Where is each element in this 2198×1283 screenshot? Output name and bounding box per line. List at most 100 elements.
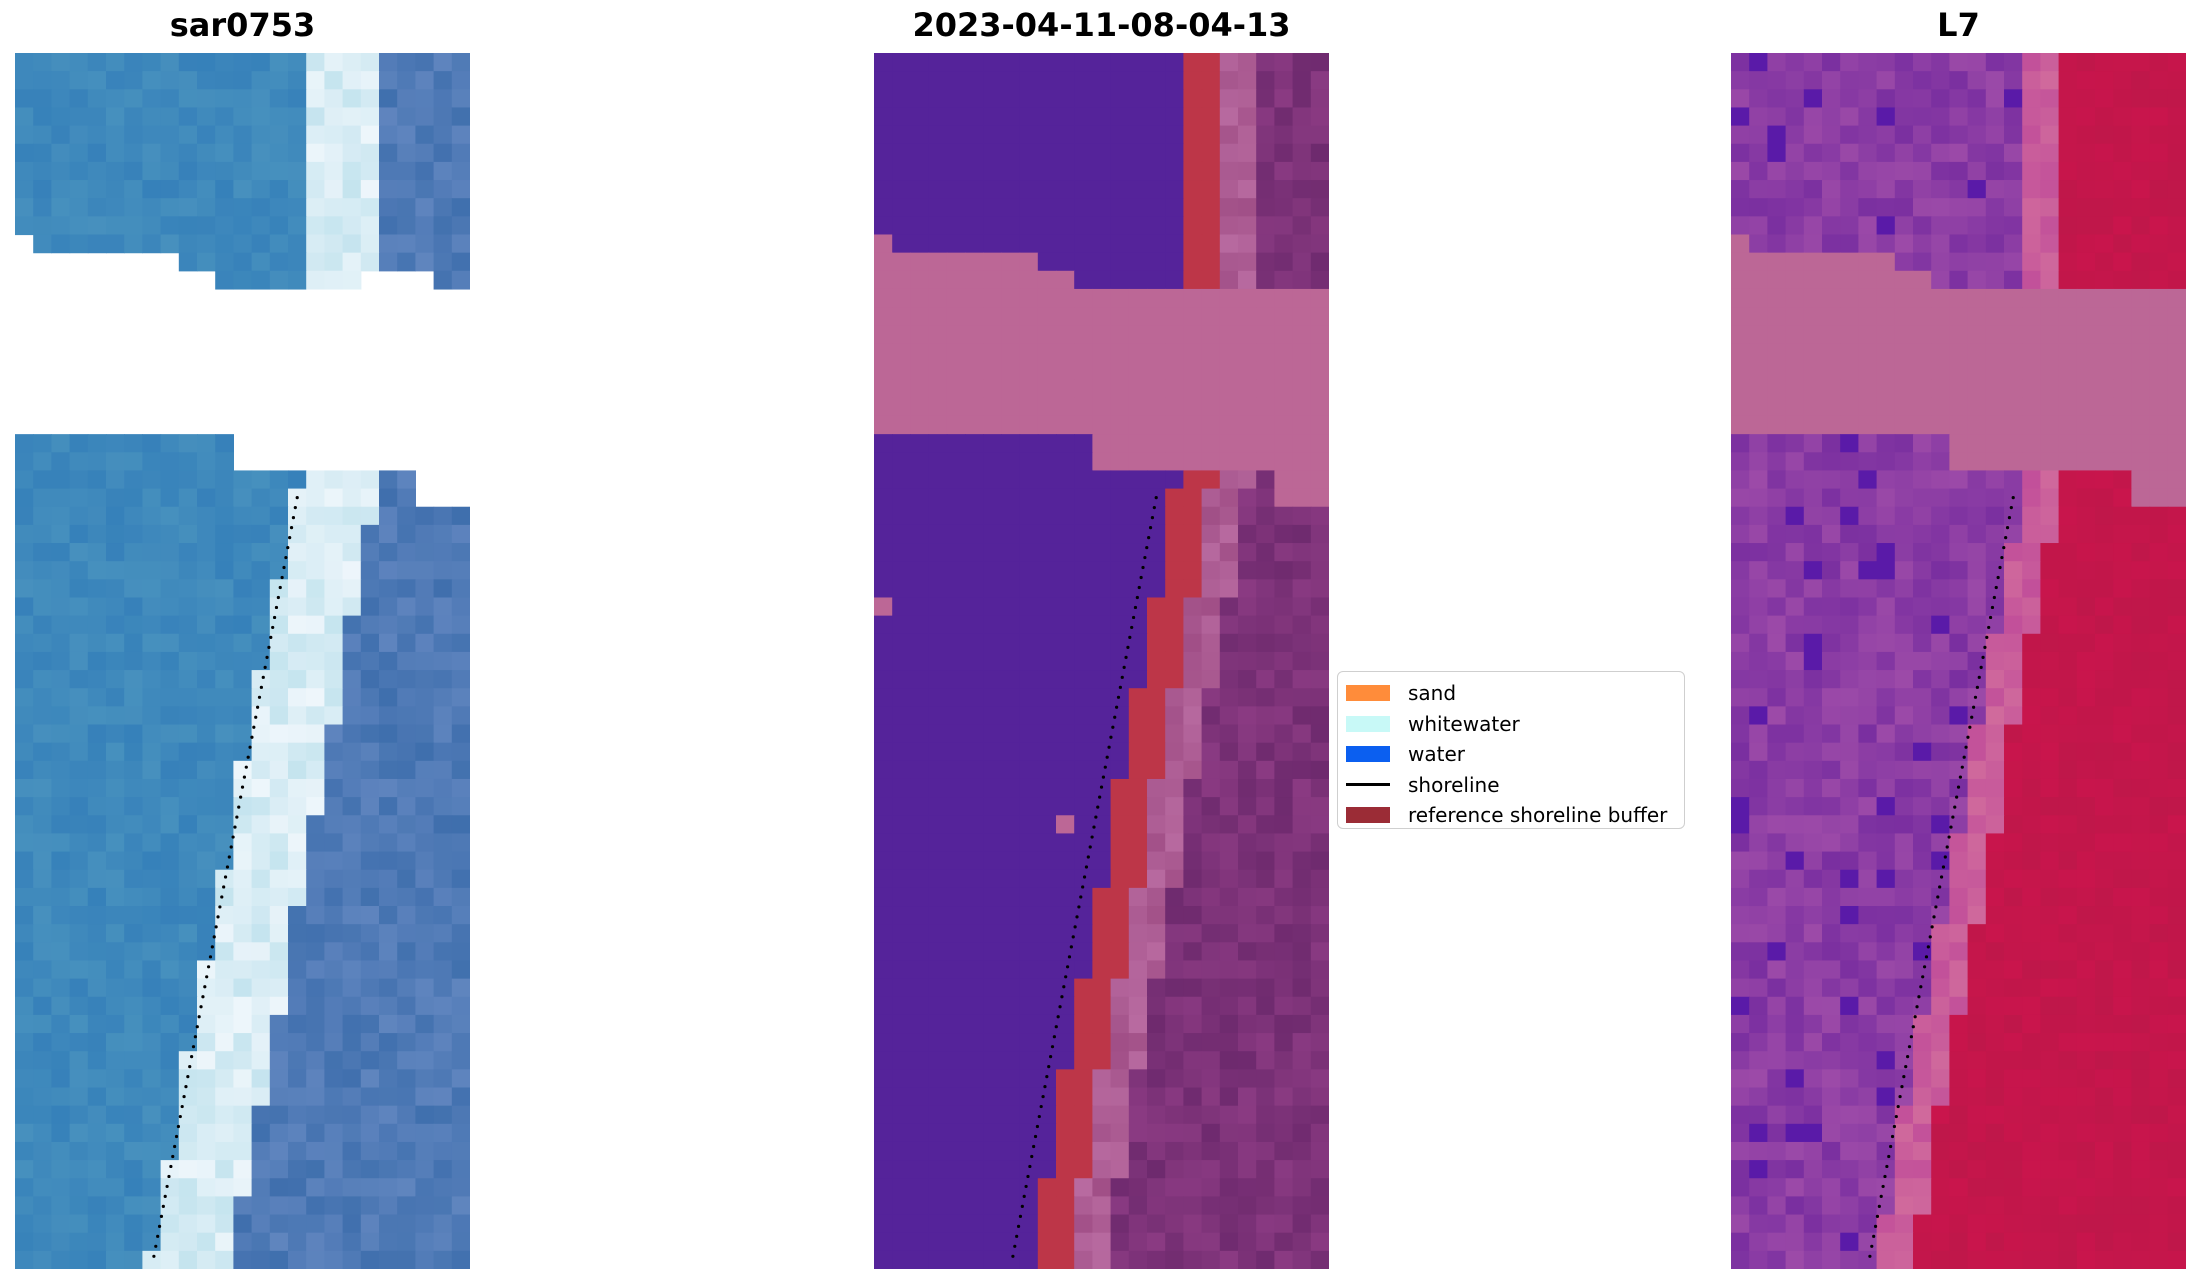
rgb-pixel — [178, 869, 198, 889]
classification-pixel — [1292, 1178, 1312, 1197]
rgb-pixel — [451, 833, 470, 853]
classification-pixel — [874, 125, 893, 145]
rgb-pixel — [324, 797, 344, 816]
classification-pixel — [910, 434, 930, 453]
rgb-pixel — [397, 161, 416, 181]
rgb-pixel — [342, 561, 362, 580]
index-pixel — [1894, 851, 1914, 871]
index-pixel — [2095, 1232, 2114, 1252]
index-pixel — [2022, 906, 2041, 925]
index-pixel — [2167, 651, 2186, 671]
rgb-pixel — [397, 1196, 416, 1216]
rgb-pixel — [324, 597, 344, 617]
rgb-pixel — [451, 760, 470, 780]
classification-pixel — [1019, 851, 1039, 871]
rgb-pixel — [160, 670, 180, 689]
classification-pixel — [1201, 71, 1221, 90]
shoreline-dot — [1111, 725, 1115, 729]
index-pixel — [1931, 670, 1950, 689]
index-pixel — [1931, 1087, 1950, 1107]
rgb-pixel — [379, 597, 398, 617]
index-pixel — [2113, 452, 2132, 472]
classification-pixel — [1274, 543, 1294, 562]
rgb-pixel — [397, 778, 416, 798]
rgb-pixel — [160, 180, 180, 199]
rgb-pixel — [342, 488, 362, 508]
index-pixel — [1967, 307, 1987, 326]
index-pixel — [2004, 960, 2023, 980]
classification-pixel — [1183, 869, 1203, 889]
classification-pixel — [928, 234, 948, 254]
classification-pixel — [892, 288, 911, 308]
index-pixel — [1803, 688, 1823, 707]
index-pixel — [2022, 778, 2041, 798]
rgb-pixel — [251, 1141, 271, 1161]
classification-pixel — [1183, 524, 1203, 544]
rgb-pixel — [106, 107, 125, 127]
classification-pixel — [1037, 343, 1057, 363]
index-pixel — [2076, 470, 2096, 490]
classification-pixel — [1056, 524, 1075, 544]
classification-pixel — [946, 107, 966, 127]
classification-pixel — [1201, 597, 1221, 617]
classification-pixel — [1074, 270, 1093, 290]
index-pixel — [2040, 180, 2060, 199]
index-pixel — [2131, 615, 2151, 635]
index-pixel — [2167, 797, 2186, 816]
classification-pixel — [1219, 815, 1239, 835]
rgb-pixel — [69, 89, 89, 109]
classification-pixel — [1219, 470, 1239, 490]
classification-pixel — [1147, 107, 1166, 127]
rgb-pixel — [197, 252, 216, 272]
classification-pixel — [1274, 887, 1294, 907]
index-pixel — [1876, 778, 1896, 798]
classification-pixel — [1110, 543, 1130, 562]
classification-pixel — [1056, 778, 1075, 798]
index-pixel — [2167, 906, 2186, 925]
index-pixel — [1931, 706, 1950, 726]
classification-pixel — [1292, 434, 1312, 453]
classification-pixel — [1274, 53, 1294, 72]
classification-pixel — [1128, 851, 1148, 871]
index-pixel — [2004, 379, 2023, 399]
rgb-pixel — [324, 53, 344, 72]
classification-pixel — [1092, 1141, 1112, 1161]
classification-pixel — [1310, 71, 1329, 90]
shoreline-dot — [2011, 496, 2015, 500]
index-pixel — [2167, 633, 2186, 653]
rgb-pixel — [69, 597, 89, 617]
shoreline-dot — [1143, 555, 1147, 560]
classification-pixel — [946, 1014, 966, 1034]
rgb-pixel — [306, 1051, 325, 1070]
rgb-pixel — [106, 488, 125, 508]
classification-pixel — [1147, 288, 1166, 308]
rgb-pixel — [87, 869, 107, 889]
index-pixel — [1731, 742, 1750, 762]
index-pixel — [2095, 524, 2114, 544]
rgb-pixel — [178, 1196, 198, 1216]
rgb-pixel — [379, 1014, 398, 1034]
classification-pixel — [1037, 833, 1057, 853]
index-pixel — [1731, 688, 1750, 707]
rgb-pixel — [124, 869, 143, 889]
classification-pixel — [1128, 742, 1148, 762]
shoreline-dot — [1147, 535, 1151, 540]
rgb-pixel — [142, 1051, 162, 1070]
rgb-pixel — [87, 452, 107, 472]
rgb-pixel — [433, 906, 453, 925]
rgb-pixel — [33, 760, 52, 780]
classification-pixel — [910, 924, 930, 943]
index-pixel — [2149, 797, 2169, 816]
classification-pixel — [910, 53, 930, 72]
index-pixel — [2095, 815, 2114, 835]
index-pixel — [2095, 543, 2114, 562]
classification-pixel — [892, 1014, 911, 1034]
index-pixel — [2022, 869, 2041, 889]
classification-pixel — [1238, 833, 1257, 853]
rgb-pixel — [269, 524, 289, 544]
rgb-pixel — [142, 1033, 162, 1052]
index-pixel — [2004, 252, 2023, 272]
index-pixel — [1949, 706, 1969, 726]
classification-pixel — [1219, 851, 1239, 871]
classification-pixel — [946, 506, 966, 526]
